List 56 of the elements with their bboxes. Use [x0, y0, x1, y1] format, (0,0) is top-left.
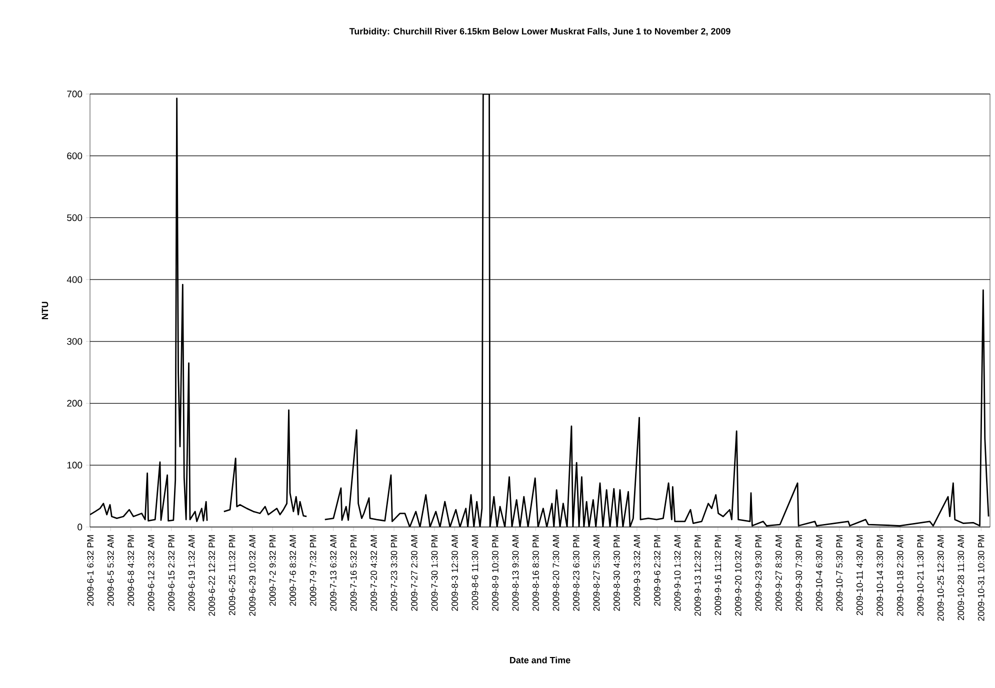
x-tick-label: 2009-8-27 5:30 AM [593, 535, 600, 611]
x-tick-label: 2009-7-2 9:32 PM [269, 535, 276, 606]
x-tick-label: 2009-8-23 6:30 PM [573, 535, 580, 611]
x-tick-label: 2009-9-16 11:32 PM [714, 535, 722, 616]
x-tick-label: 2009-10-11 4:30 AM [856, 535, 863, 616]
x-tick-label: 2009-7-6 8:32 AM [290, 535, 296, 606]
x-tick-label: 2009-7-20 4:32 AM [370, 535, 377, 611]
x-tick-label: 2009-8-3 12:30 AM [452, 535, 458, 611]
x-tick-label: 2009-6-25 11:32 PM [228, 535, 236, 616]
x-tick-label: 2009-10-21 1:30 PM [917, 535, 924, 616]
y-tick-label: 600 [67, 152, 82, 160]
x-axis-title: Date and Time [510, 656, 570, 664]
x-tick-label: 2009-6-5 5:32 AM [107, 535, 114, 606]
x-tick-label: 2009-8-13 9:30 AM [512, 535, 519, 611]
x-tick-label: 2009-6-19 1:32 AM [188, 535, 195, 611]
x-tick-label: 2009-10-31 10:30 PM [978, 535, 984, 621]
x-tick-label: 2009-8-30 4:30 PM [614, 535, 620, 611]
x-tick-label: 2009-7-16 5:32 PM [350, 535, 357, 611]
x-tick-label: 2009-7-13 6:32 AM [330, 535, 336, 611]
x-tick-label: 2009-8-6 11:30 AM [472, 535, 478, 610]
x-tick-label: 2009-6-29 10:32 AM [249, 535, 256, 616]
chart-title: Turbidity: Churchill River 6.15km Below Lower Muskrat Falls, June 1 to November 2, 2009 [349, 28, 730, 36]
y-tick-label: 100 [67, 462, 82, 468]
x-tick-label: 2009-10-14 3:30 PM [876, 535, 884, 616]
x-tick-label: 2009-6-8 4:32 PM [128, 535, 134, 606]
x-tick-label: 2009-6-12 3:32 AM [148, 535, 154, 611]
x-tick-label: 2009-10-28 11:30 AM [958, 535, 964, 620]
x-tick-label: 2009-6-1 6:32 PM [87, 535, 94, 606]
x-tick-label: 2009-9-30 7:30 PM [796, 535, 802, 611]
x-tick-label: 2009-8-9 10:30 PM [492, 535, 498, 611]
x-tick-label: 2009-7-23 3:30 PM [390, 535, 398, 611]
x-tick-label: 2009-10-25 12:30 AM [937, 535, 944, 621]
x-tick-label: 2009-9-13 12:32 PM [694, 535, 701, 616]
y-tick-label: 400 [66, 276, 82, 283]
x-tick-label: 2009-10-7 5:30 PM [836, 535, 843, 611]
x-tick-label: 2009-9-6 2:32 PM [654, 535, 660, 606]
y-tick-label: 700 [67, 90, 82, 98]
y-tick-label: 500 [67, 214, 82, 222]
y-tick-label: 200 [67, 400, 82, 407]
x-tick-label: 2009-8-20 7:30 AM [552, 535, 560, 611]
x-tick-label: 2009-7-9 7:32 PM [310, 535, 316, 606]
x-tick-label: 2009-9-23 9:30 PM [755, 535, 762, 611]
x-tick-label: 2009-9-27 8:30 AM [775, 535, 782, 611]
x-tick-label: 2009-7-30 1:30 PM [431, 535, 438, 611]
x-tick-label: 2009-6-22 12:32 PM [208, 535, 216, 616]
x-tick-label: 2009-10-18 2:30 AM [896, 535, 904, 616]
x-tick-label: 2009-8-16 8:30 PM [532, 535, 539, 611]
x-tick-label: 2009-10-4 6:30 AM [816, 535, 822, 611]
x-tick-label: 2009-7-27 2:30 AM [411, 535, 418, 611]
x-tick-label: 2009-6-15 2:32 PM [168, 535, 175, 611]
y-axis-title: NTU [42, 302, 48, 320]
x-tick-label: 2009-9-10 1:32 AM [674, 535, 681, 611]
y-tick-label: 300 [67, 338, 82, 345]
x-tick-label: 2009-9-20 10:32 AM [735, 535, 742, 616]
y-tick-label: 0 [78, 524, 82, 530]
x-tick-label: 2009-9-3 3:32 AM [634, 535, 640, 606]
